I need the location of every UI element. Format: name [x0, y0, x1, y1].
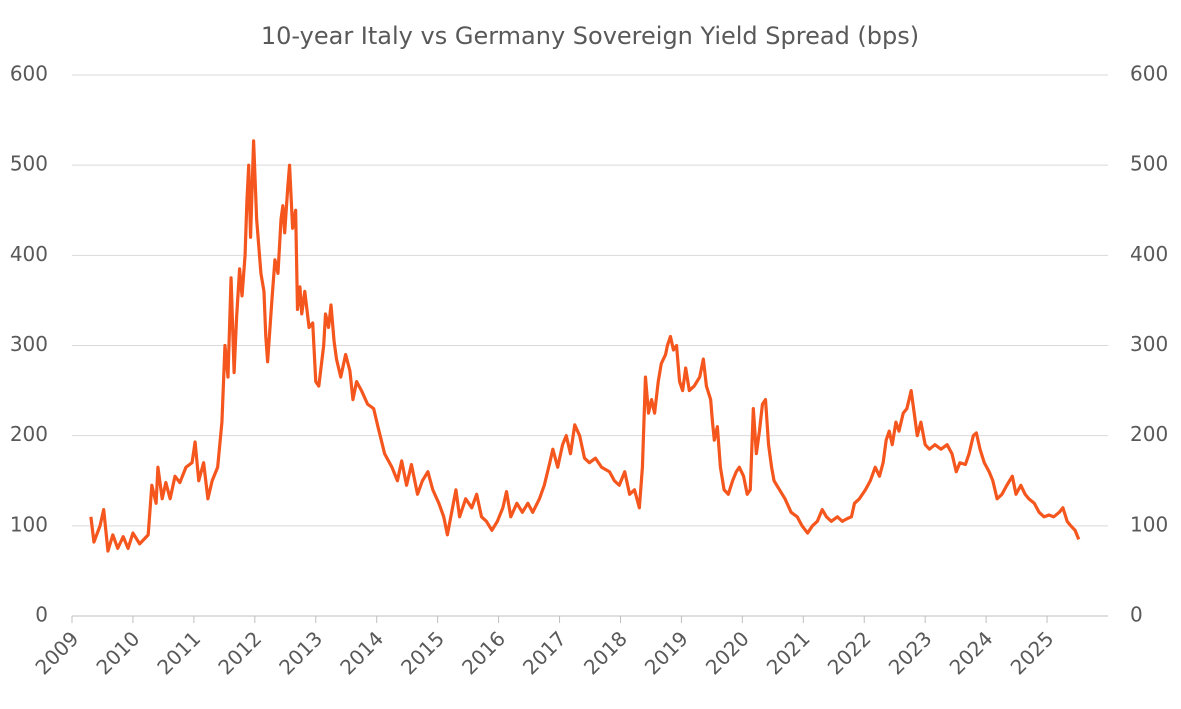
- y2-tick-label: 400: [1130, 242, 1168, 266]
- y2-tick-label: 100: [1130, 512, 1168, 536]
- x-tick-label: 2022: [823, 626, 876, 679]
- x-tick-label: 2017: [518, 626, 571, 679]
- y-tick-label: 200: [10, 422, 48, 446]
- x-tick-label: 2010: [91, 626, 144, 679]
- x-tick-label: 2019: [640, 626, 693, 679]
- y2-tick-label: 600: [1130, 62, 1168, 86]
- y-tick-label: 400: [10, 242, 48, 266]
- y2-tick-label: 0: [1130, 603, 1143, 627]
- x-tick-label: 2018: [579, 626, 632, 679]
- x-tick-label: 2011: [152, 626, 205, 679]
- x-tick-label: 2025: [1006, 626, 1059, 679]
- data-line: [89, 139, 1081, 553]
- x-tick-label: 2015: [396, 626, 449, 679]
- x-tick-label: 2013: [274, 626, 327, 679]
- x-tick-label: 2009: [30, 626, 83, 679]
- x-tick-label: 2016: [457, 626, 510, 679]
- x-tick-label: 2024: [945, 626, 998, 679]
- y-tick-label: 100: [10, 512, 48, 536]
- y-tick-label: 600: [10, 62, 48, 86]
- y2-tick-label: 200: [1130, 422, 1168, 446]
- y2-tick-label: 500: [1130, 152, 1168, 176]
- chart-title: 10-year Italy vs Germany Sovereign Yield…: [261, 22, 919, 50]
- x-tick-label: 2023: [884, 626, 937, 679]
- y-tick-label: 0: [35, 603, 48, 627]
- y-tick-label: 300: [10, 332, 48, 356]
- x-tick-label: 2021: [762, 626, 815, 679]
- x-tick-label: 2020: [701, 626, 754, 679]
- y-tick-label: 500: [10, 152, 48, 176]
- x-tick-label: 2012: [213, 626, 266, 679]
- y2-tick-label: 300: [1130, 332, 1168, 356]
- x-tick-label: 2014: [335, 626, 388, 679]
